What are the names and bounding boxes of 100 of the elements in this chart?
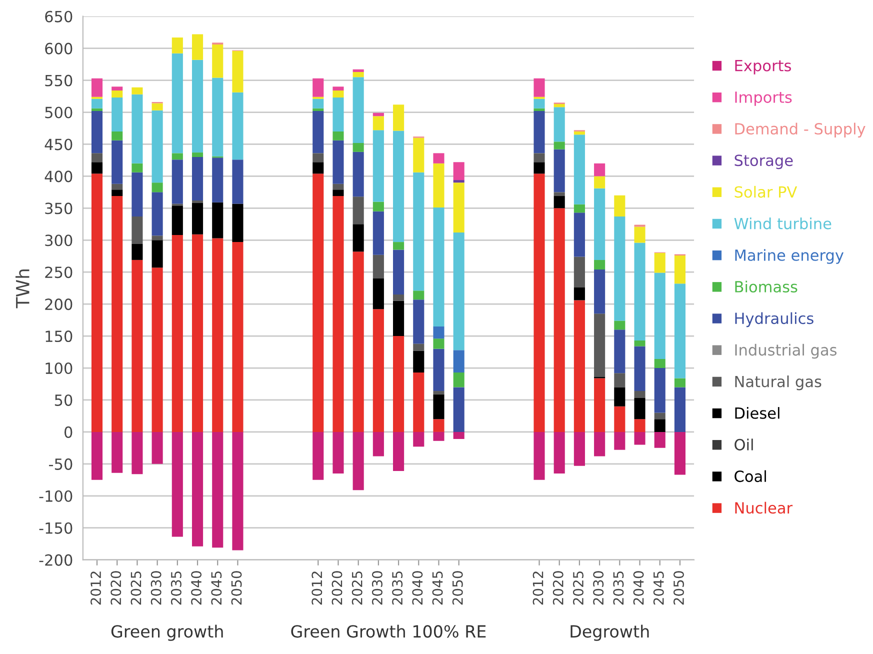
bar	[132, 244, 143, 260]
bar	[312, 174, 324, 432]
bar	[192, 432, 204, 546]
bar	[614, 432, 626, 450]
bar	[372, 278, 384, 310]
x-tick-label: 2025	[352, 571, 362, 605]
bar	[534, 432, 545, 480]
bar	[332, 196, 344, 432]
bar	[372, 254, 384, 278]
x-tick-label: 2040	[412, 571, 423, 605]
bar	[352, 77, 364, 143]
bar	[312, 162, 324, 174]
bar	[574, 300, 585, 432]
bar	[312, 78, 324, 97]
x-tick-label: 2025	[572, 571, 584, 605]
bar	[91, 153, 103, 162]
bar	[232, 432, 244, 550]
bar	[112, 432, 123, 473]
y-tick-label: -100	[39, 490, 72, 502]
bar	[232, 242, 244, 432]
bar	[91, 110, 103, 154]
bar	[634, 340, 646, 346]
bar	[594, 270, 606, 314]
bar	[413, 300, 424, 344]
y-tick-label: 500	[45, 106, 72, 118]
bar	[554, 192, 565, 196]
x-tick-label: 2020	[110, 571, 122, 605]
text: Green Growth 100% RE	[291, 624, 486, 638]
x-tick-label: 2020	[552, 571, 564, 605]
bar	[212, 44, 224, 78]
bar	[534, 78, 545, 97]
bar	[534, 108, 545, 111]
bar	[574, 256, 585, 288]
x-tick-label: 2050	[231, 571, 242, 605]
bar	[232, 92, 244, 160]
y-tick-label: -50	[49, 458, 72, 470]
bar	[192, 152, 204, 158]
bar	[172, 160, 183, 204]
bar	[352, 69, 364, 72]
x-tick-label: 2025	[130, 571, 142, 605]
text: Degrowth	[570, 624, 649, 641]
x-tick-label: 2045	[432, 571, 443, 605]
bar	[192, 200, 204, 204]
bar	[413, 138, 424, 172]
bar	[453, 182, 464, 232]
bar	[393, 242, 404, 250]
bar	[332, 131, 344, 140]
bar	[312, 108, 324, 111]
y-tick-label: 400	[44, 170, 72, 182]
bar	[312, 98, 324, 108]
x-tick-label: 2050	[452, 571, 463, 605]
bar	[212, 78, 224, 156]
x-tick-label: 2035	[170, 571, 182, 605]
bar	[453, 232, 464, 350]
bar	[212, 432, 224, 548]
bar	[433, 432, 444, 441]
x-tick-label: 2012	[312, 572, 322, 605]
legend-label: Nuclear	[735, 502, 793, 514]
bar	[132, 163, 143, 172]
legend-label: Coal	[734, 470, 766, 482]
bar	[433, 348, 444, 392]
bar	[372, 211, 384, 255]
bar	[433, 391, 444, 394]
bar	[574, 432, 585, 466]
x-tick-label: 2020	[332, 571, 342, 605]
bar	[413, 372, 424, 432]
bar	[594, 260, 606, 270]
bar	[112, 140, 123, 184]
y-tick-label: 300	[45, 234, 72, 246]
y-tick-label: 50	[54, 394, 72, 406]
bar	[112, 86, 123, 91]
y-axis-title: TWh	[16, 269, 30, 308]
x-tick-label: 2035	[392, 571, 403, 605]
legend-label: Exports	[735, 60, 791, 74]
bar	[132, 216, 143, 244]
bar	[192, 157, 204, 200]
bar	[332, 98, 344, 132]
bar	[594, 188, 606, 260]
y-tick-label: 450	[44, 138, 72, 150]
bar	[332, 190, 344, 196]
bar	[534, 98, 545, 108]
bar	[594, 378, 606, 432]
bar	[554, 149, 565, 192]
y-tick-label: 350	[45, 202, 72, 214]
bar	[132, 94, 143, 164]
bar	[172, 37, 183, 54]
bar	[594, 432, 606, 456]
x-tick-label: 2030	[372, 571, 382, 605]
x-tick-label: 2040	[191, 571, 202, 605]
bar	[614, 320, 626, 330]
bar	[152, 240, 163, 268]
bar	[433, 153, 444, 164]
bar	[172, 206, 183, 236]
bar	[232, 50, 244, 92]
bar	[112, 98, 123, 132]
bar	[574, 212, 585, 257]
bar	[574, 134, 585, 204]
bar	[91, 162, 103, 174]
bar	[654, 368, 666, 413]
bar	[372, 130, 384, 202]
